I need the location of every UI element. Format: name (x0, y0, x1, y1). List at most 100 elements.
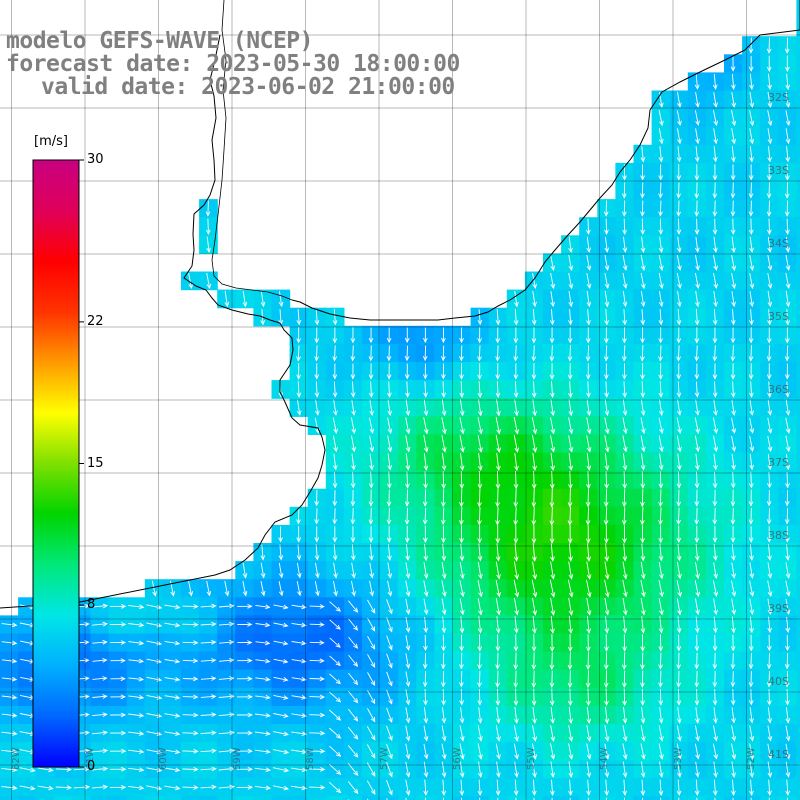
wind-arrow (676, 725, 682, 742)
wind-arrow (766, 508, 772, 525)
wind-arrow (730, 652, 736, 670)
wind-arrow (350, 327, 356, 344)
wind-arrow (604, 254, 610, 271)
wind-arrow (568, 291, 574, 308)
wind-arrow (255, 658, 271, 664)
wind-arrow (254, 731, 271, 736)
wind-arrow (423, 435, 429, 453)
wind-arrow (658, 453, 664, 471)
wind-arrow (405, 453, 411, 471)
wind-arrow (495, 707, 501, 724)
wind-arrow (622, 579, 628, 598)
wind-arrow (387, 453, 393, 471)
wind-cell (796, 705, 800, 725)
wind-arrow (785, 634, 790, 652)
wind-arrow (640, 707, 646, 724)
wind-arrow (495, 327, 501, 344)
wind-arrow (128, 785, 145, 791)
wind-arrow (531, 688, 537, 707)
wind-arrow (658, 309, 664, 326)
wind-arrow (785, 218, 790, 235)
wind-arrow (549, 470, 555, 490)
wind-arrow (568, 236, 573, 254)
wind-arrow (218, 712, 235, 717)
wind-arrow (514, 761, 519, 778)
wind-arrow (92, 676, 108, 681)
wind-arrow (731, 725, 737, 742)
wind-arrow (603, 507, 609, 526)
wind-arrow (218, 603, 235, 609)
wind-arrow (712, 218, 718, 235)
wind-arrow (785, 73, 791, 91)
wind-arrow (314, 327, 320, 344)
wind-arrow (767, 580, 773, 597)
wind-arrow (549, 488, 555, 508)
wind-arrow (658, 525, 664, 544)
wind-arrow (731, 254, 737, 272)
wind-arrow (513, 507, 518, 526)
wind-arrow (621, 345, 627, 362)
wind-arrow (350, 526, 356, 543)
wind-arrow (386, 507, 392, 525)
wind-arrow (676, 688, 682, 706)
wind-arrow (405, 653, 411, 670)
wind-arrow (749, 435, 755, 453)
wind-arrow (586, 471, 591, 490)
wind-arrow (694, 707, 700, 724)
wind-arrow (568, 543, 573, 562)
wind-arrow (405, 381, 410, 398)
wind-arrow (513, 725, 519, 742)
wind-arrow (441, 562, 447, 580)
wind-arrow (676, 381, 682, 398)
wind-arrow (766, 490, 772, 507)
wind-arrow (749, 598, 755, 616)
wind-arrow (531, 363, 537, 380)
wind-arrow (730, 309, 736, 326)
wind-arrow (749, 128, 755, 145)
wind-arrow (658, 598, 664, 616)
wind-arrow (1, 640, 18, 646)
wind-arrow (784, 182, 790, 199)
wind-arrow (568, 761, 574, 779)
wind-arrow (549, 652, 555, 671)
wind-cell (796, 289, 800, 309)
wind-arrow (568, 272, 574, 290)
wind-arrow (767, 273, 773, 290)
wind-arrow (658, 634, 664, 652)
wind-arrow (459, 634, 465, 652)
wind-arrow (694, 236, 700, 253)
wind-arrow (351, 562, 356, 579)
wind-arrow (188, 580, 194, 597)
wind-arrow (273, 731, 290, 737)
wind-arrow (694, 74, 700, 90)
wind-arrow (676, 652, 681, 670)
wind-arrow (784, 164, 790, 181)
wind-arrow (514, 290, 519, 308)
wind-arrow (695, 254, 700, 271)
wind-arrow (731, 73, 736, 90)
colorbar-tick-label: 0 (87, 759, 96, 774)
wind-arrow (730, 671, 736, 688)
wind-arrow (731, 743, 737, 760)
wind-arrow (586, 688, 591, 707)
wind-arrow (549, 309, 555, 326)
wind-arrow (713, 435, 719, 453)
wind-arrow (550, 779, 555, 797)
wind-arrow (496, 399, 501, 417)
wind-arrow (694, 273, 700, 290)
wind-arrow (767, 453, 773, 471)
wind-arrow (712, 743, 719, 760)
wind-arrow (495, 345, 500, 362)
wind-arrow (367, 690, 376, 705)
wind-arrow (531, 309, 537, 326)
wind-arrow (347, 781, 359, 795)
wind-arrow (531, 779, 537, 797)
wind-arrow (713, 562, 718, 580)
wind-arrow (532, 452, 537, 472)
wind-arrow (622, 725, 628, 742)
longitude-label: 62W (11, 747, 22, 770)
wind-arrow (459, 327, 464, 344)
wind-arrow (749, 254, 755, 272)
wind-arrow (224, 580, 230, 597)
wind-arrow (513, 652, 519, 670)
